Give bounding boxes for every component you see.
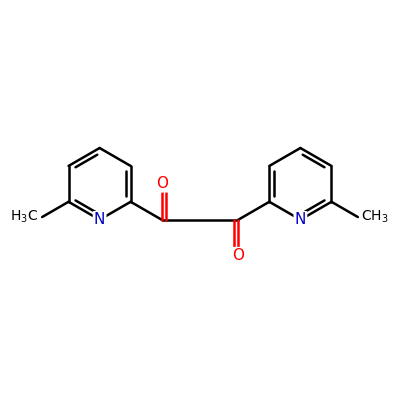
Text: N: N — [94, 212, 105, 227]
Text: N: N — [295, 212, 306, 227]
Text: O: O — [232, 248, 244, 263]
Text: CH$_3$: CH$_3$ — [362, 209, 389, 225]
Text: O: O — [156, 176, 168, 191]
Text: H$_3$C: H$_3$C — [10, 209, 38, 225]
